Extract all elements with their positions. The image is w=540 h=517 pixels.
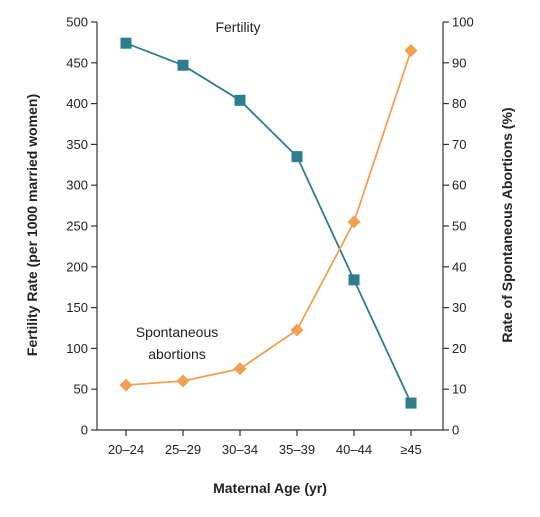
abortion-point <box>176 374 190 388</box>
left-tick-label: 0 <box>81 423 88 438</box>
x-axis-title: Maternal Age (yr) <box>213 480 327 496</box>
right-tick-label: 90 <box>452 55 466 70</box>
right-tick-label: 80 <box>452 96 466 111</box>
left-tick-label: 250 <box>66 219 88 234</box>
right-tick-label: 50 <box>452 219 466 234</box>
right-tick-label: 10 <box>452 382 466 397</box>
left-tick-label: 350 <box>66 137 88 152</box>
abortion-series-label-line-1: Spontaneous <box>136 324 219 340</box>
fertility-point <box>348 274 360 286</box>
series-lines <box>125 42 412 404</box>
left-tick-label: 500 <box>66 15 88 30</box>
abortion-series-label-line-2: abortions <box>148 346 206 362</box>
abortion-point <box>119 378 133 392</box>
left-tick-label: 50 <box>74 382 88 397</box>
fertility-point <box>405 397 417 409</box>
right-tick-label: 0 <box>452 423 459 438</box>
fertility-point <box>177 59 189 71</box>
fertility-point <box>120 37 132 49</box>
abortion-point <box>404 44 418 58</box>
x-tick-label: 25–29 <box>165 442 201 457</box>
x-tick-label: 20–24 <box>108 442 144 457</box>
left-tick-label: 200 <box>66 259 88 274</box>
series-markers <box>119 37 418 409</box>
right-tick-label: 70 <box>452 137 466 152</box>
abortion-point <box>233 362 247 376</box>
left-tick-label: 300 <box>66 178 88 193</box>
fertility-series-label: Fertility <box>215 19 260 35</box>
fertility-point <box>234 94 246 106</box>
left-tick-label: 400 <box>66 96 88 111</box>
x-tick-label: ≥45 <box>400 442 422 457</box>
x-tick-label: 40–44 <box>336 442 372 457</box>
fertility-point <box>291 151 303 163</box>
right-tick-label: 60 <box>452 178 466 193</box>
fertility-line <box>125 42 412 404</box>
right-tick-label: 40 <box>452 259 466 274</box>
right-tick-label: 20 <box>452 341 466 356</box>
abortion-line <box>125 50 412 386</box>
left-tick-label: 150 <box>66 300 88 315</box>
abortion-point <box>347 215 361 229</box>
x-tick-label: 30–34 <box>222 442 258 457</box>
x-tick-label: 35–39 <box>279 442 315 457</box>
left-tick-label: 450 <box>66 55 88 70</box>
abortion-point <box>290 323 304 337</box>
axes <box>96 22 444 431</box>
ticks: 0 50 100 150 200 250 300 350 400 450 500 0 10 20 30 40 5… <box>66 15 473 458</box>
right-axis-title: Rate of Spontaneous Abortions (%) <box>499 107 515 342</box>
right-tick-label: 100 <box>452 15 474 30</box>
left-tick-label: 100 <box>66 341 88 356</box>
left-axis-title: Fertility Rate (per 1000 married women) <box>24 94 40 356</box>
right-tick-label: 30 <box>452 300 466 315</box>
